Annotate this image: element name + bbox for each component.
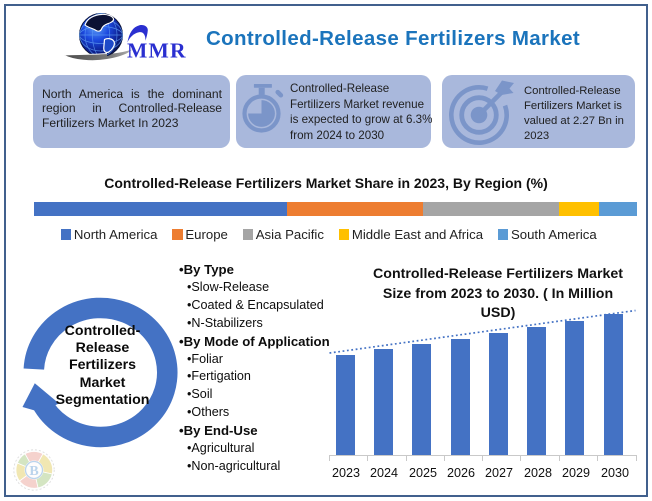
svg-text:B: B <box>29 464 38 479</box>
svg-text:MMR: MMR <box>127 39 187 63</box>
